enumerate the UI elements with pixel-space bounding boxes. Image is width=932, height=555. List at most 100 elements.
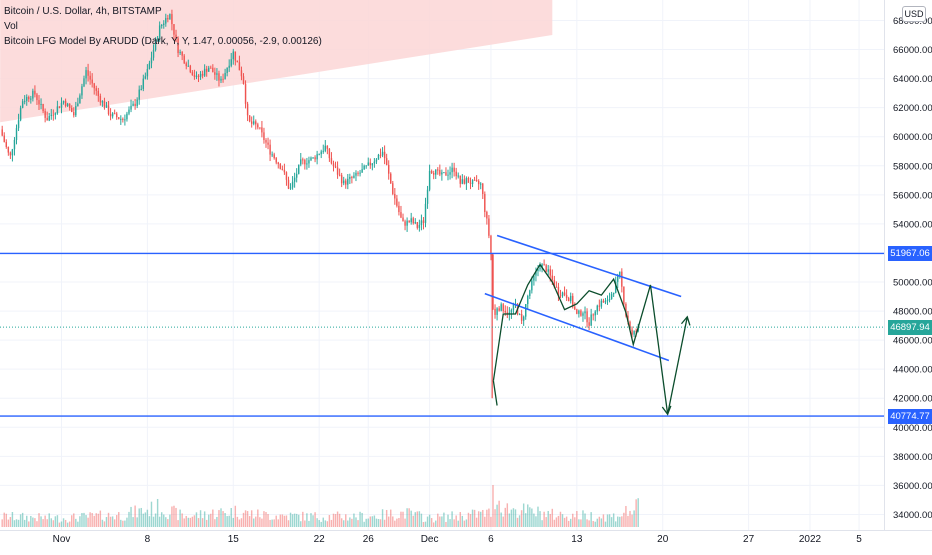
- candle-body: [248, 115, 251, 122]
- candle-body: [475, 180, 478, 182]
- candle-body: [520, 314, 523, 321]
- volume-bar: [402, 511, 404, 527]
- volume-bar: [457, 520, 459, 527]
- volume-bar: [432, 522, 435, 527]
- volume-bar: [167, 519, 169, 527]
- projection-path[interactable]: [492, 263, 691, 416]
- candle-body: [167, 18, 169, 20]
- volume-bar: [496, 504, 498, 527]
- volume-bar: [238, 519, 241, 527]
- candle-body: [494, 308, 496, 315]
- candle-body: [410, 218, 412, 223]
- volume-label[interactable]: Vol: [4, 21, 18, 32]
- volume-bar: [418, 511, 421, 527]
- candle-body: [306, 163, 308, 165]
- volume-bar: [21, 512, 24, 527]
- volume-bar: [9, 516, 12, 527]
- volume-bar: [373, 515, 376, 527]
- volume-bar: [441, 516, 443, 527]
- candle-body: [400, 212, 402, 218]
- candle-body: [71, 107, 73, 113]
- candle-body: [26, 96, 28, 101]
- candle-body: [128, 109, 130, 114]
- volume-bar: [400, 511, 402, 527]
- volume-bar: [193, 515, 196, 527]
- candle-body: [569, 295, 572, 302]
- volume-bar: [140, 507, 142, 527]
- volume-bar: [328, 515, 331, 527]
- volume-bar: [214, 519, 216, 527]
- candle-body: [625, 304, 627, 316]
- volume-bar: [342, 520, 345, 527]
- candle-body: [633, 331, 635, 335]
- volume-bar: [3, 512, 5, 527]
- candle-body: [332, 163, 335, 167]
- volume-bar: [101, 519, 104, 527]
- candle-body: [408, 220, 410, 223]
- volume-bar: [146, 509, 149, 527]
- candle-body: [477, 180, 480, 185]
- volume-bar: [277, 519, 279, 527]
- candle-body: [210, 67, 212, 69]
- candle-body: [522, 316, 525, 321]
- candle-body: [355, 172, 357, 176]
- candle-body: [287, 179, 290, 189]
- candle-body: [527, 295, 529, 305]
- candle-body: [91, 79, 93, 84]
- volume-bar: [142, 513, 145, 527]
- time-axis-background: [0, 530, 932, 550]
- volume-bar: [369, 516, 372, 527]
- volume-bar: [455, 515, 457, 527]
- currency-button[interactable]: USD: [902, 6, 926, 22]
- candle-body: [318, 154, 320, 156]
- volume-bar: [13, 520, 16, 527]
- volume-bar: [203, 511, 206, 527]
- volume-bar: [32, 517, 34, 527]
- candle-body: [281, 168, 284, 170]
- volume-bar: [420, 513, 423, 527]
- candle-body: [594, 311, 596, 316]
- candle-body: [543, 264, 545, 266]
- indicator-label[interactable]: Bitcoin LFG Model By ARUDD (Dark, Y, Y, …: [4, 36, 322, 47]
- candle-body: [612, 292, 615, 295]
- candle-body: [349, 176, 351, 179]
- volume-bar: [109, 516, 112, 527]
- candle-body: [404, 221, 406, 226]
- indicator-cloud: [0, 0, 553, 123]
- volume-bar: [424, 521, 427, 527]
- volume-bar: [26, 515, 28, 527]
- candle-body: [261, 127, 263, 133]
- candle-body: [42, 103, 44, 112]
- candle-body: [623, 286, 625, 305]
- volume-bar: [494, 509, 496, 527]
- candle-body: [576, 309, 578, 314]
- candle-body: [365, 165, 367, 167]
- volume-bar: [426, 516, 429, 527]
- candle-body: [347, 178, 349, 185]
- candle-body: [17, 120, 20, 129]
- volume-bar: [338, 513, 341, 527]
- volume-bar: [171, 506, 173, 527]
- candle-body: [359, 172, 361, 174]
- volume-bar: [36, 521, 38, 527]
- candle-body: [506, 312, 509, 315]
- volume-bar: [103, 521, 106, 527]
- price-axis-background: [884, 0, 932, 550]
- candle-body: [48, 115, 50, 121]
- horizontal-levels[interactable]: [0, 252, 884, 417]
- volume-bar: [30, 515, 32, 527]
- candle-body: [572, 295, 574, 307]
- candle-body: [486, 212, 488, 219]
- candle-body: [322, 150, 324, 152]
- volume-bar: [492, 485, 494, 527]
- volume-bar: [263, 511, 265, 527]
- volume-bar: [355, 517, 357, 527]
- candle-body: [381, 151, 384, 156]
- volume-bar: [349, 517, 351, 527]
- symbol-title[interactable]: Bitcoin / U.S. Dollar, 4h, BITSTAMP: [4, 6, 162, 17]
- candle-body: [330, 158, 333, 164]
- volume-bar: [582, 510, 584, 527]
- candle-body: [191, 72, 194, 76]
